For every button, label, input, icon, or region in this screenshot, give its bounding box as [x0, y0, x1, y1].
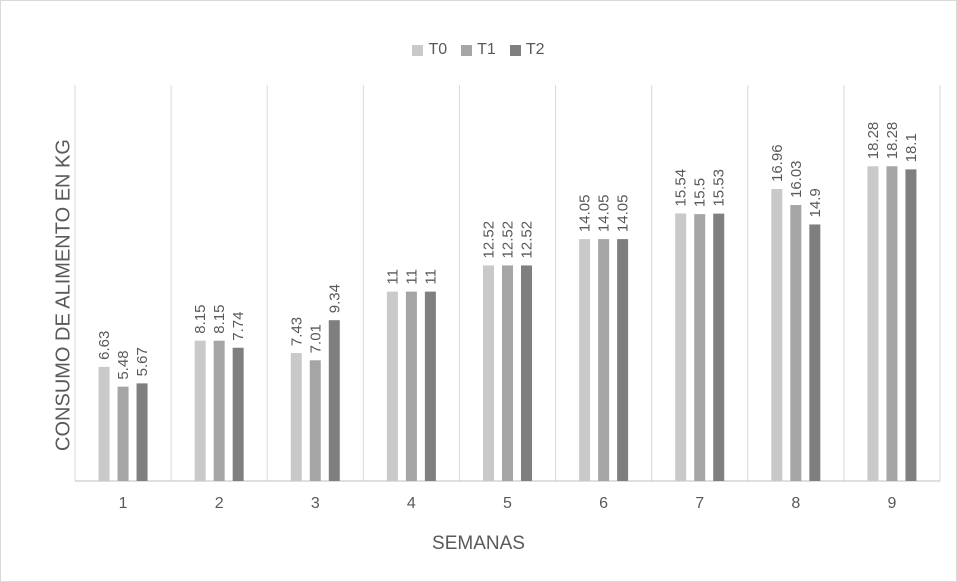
- legend-item-t2: T2: [509, 41, 545, 59]
- data-label: 11: [403, 269, 420, 285]
- data-label: 8.15: [211, 304, 228, 333]
- bar: [328, 320, 340, 481]
- bar: [790, 205, 802, 481]
- data-label: 15.53: [711, 169, 728, 207]
- bar: [117, 386, 129, 481]
- x-tick-label: 9: [887, 495, 896, 512]
- x-tick-label: 6: [599, 495, 608, 512]
- data-label: 7.74: [230, 312, 247, 341]
- x-tick-label: 4: [407, 495, 416, 512]
- bar: [771, 188, 783, 481]
- data-label: 12.52: [500, 221, 517, 259]
- bar: [713, 213, 725, 482]
- legend-label-t0: T0: [428, 41, 448, 58]
- data-label: 14.9: [807, 188, 824, 217]
- data-label: 16.03: [788, 160, 805, 198]
- data-label: 11: [384, 269, 401, 285]
- bar: [905, 169, 917, 481]
- x-tick-label: 7: [695, 495, 704, 512]
- data-label: 15.54: [673, 169, 690, 207]
- bar: [617, 239, 629, 481]
- data-label: 16.96: [769, 144, 786, 182]
- bar: [521, 265, 532, 481]
- data-label: 9.34: [326, 284, 343, 313]
- data-label: 14.05: [577, 195, 594, 233]
- bar: [483, 265, 494, 481]
- data-label: 6.63: [96, 331, 113, 360]
- data-label: 5.67: [134, 347, 151, 376]
- bar: [309, 360, 321, 481]
- bar: [886, 166, 898, 481]
- data-label: 8.15: [192, 304, 209, 333]
- x-tick-label: 8: [791, 495, 800, 512]
- data-label: 18.1: [903, 133, 920, 162]
- bar: [809, 224, 821, 481]
- bar: [232, 347, 244, 481]
- x-tick-label: 2: [215, 495, 224, 512]
- data-label: 18.28: [884, 122, 901, 160]
- data-label: 14.05: [615, 195, 632, 233]
- bar: [98, 366, 110, 481]
- legend-swatch-t2: [509, 44, 521, 56]
- bar: [424, 291, 436, 481]
- bar: [290, 353, 302, 481]
- x-axis-title: SEMANAS: [432, 533, 525, 554]
- bar: [386, 291, 398, 481]
- legend-label-t1: T1: [477, 41, 496, 58]
- data-label: 12.52: [519, 221, 536, 259]
- y-axis-title: CONSUMO DE ALIMENTO EN KG: [52, 139, 75, 451]
- legend-item-t1: T1: [461, 41, 496, 59]
- data-label: 15.5: [692, 178, 709, 207]
- data-label: 12.52: [481, 221, 498, 259]
- bar: [598, 239, 610, 481]
- bar: [502, 265, 513, 481]
- data-label: 7.01: [307, 324, 324, 353]
- bar: [579, 239, 591, 481]
- bar: [867, 166, 879, 481]
- data-label: 5.48: [115, 350, 132, 379]
- data-label: 7.43: [288, 317, 305, 346]
- legend-label-t2: T2: [525, 41, 545, 58]
- x-tick-label: 5: [503, 495, 512, 512]
- x-tick-label: 3: [311, 495, 320, 512]
- legend-swatch-t1: [461, 44, 473, 56]
- bar: [194, 340, 206, 481]
- data-label: 11: [422, 269, 439, 285]
- bar: [213, 340, 225, 481]
- bar: [675, 213, 687, 481]
- data-label: 18.28: [865, 122, 882, 160]
- data-label: 14.05: [596, 195, 613, 233]
- legend-swatch-t0: [412, 44, 424, 56]
- bar: [405, 291, 417, 481]
- legend-item-t0: T0: [412, 41, 447, 59]
- x-tick-label: 1: [119, 495, 128, 512]
- legend: T0 T1 T2: [0, 41, 957, 59]
- bar: [136, 383, 148, 481]
- bar: [694, 214, 706, 481]
